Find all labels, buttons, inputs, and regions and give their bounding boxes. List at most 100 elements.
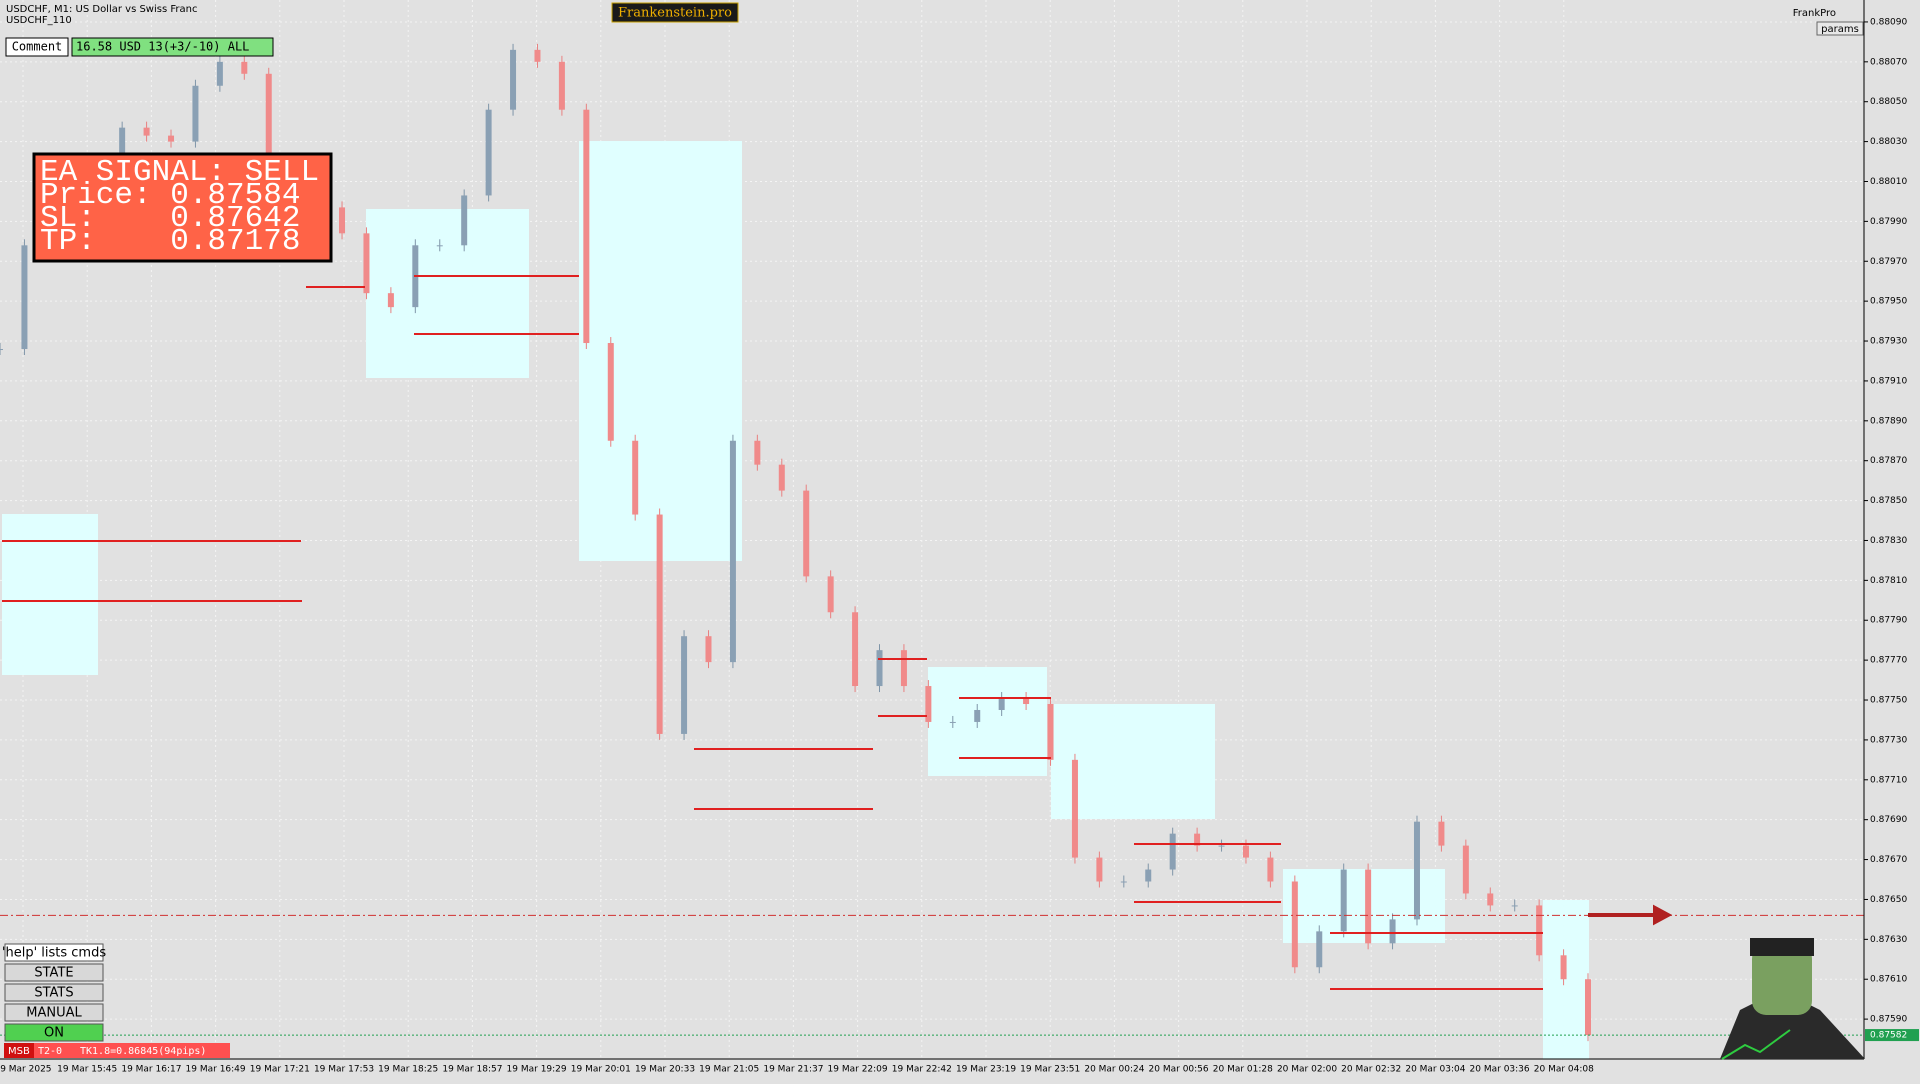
candle [876, 650, 883, 687]
candle [1316, 931, 1323, 968]
subtitle: USDCHF_110 [6, 15, 72, 26]
comment-label: Comment [12, 40, 63, 54]
avatar [1720, 938, 1865, 1060]
x-tick-label: 19 Mar 22:42 [892, 1065, 952, 1075]
avatar-face [1752, 945, 1812, 1015]
x-tick-label: 19 Mar 21:37 [763, 1065, 823, 1075]
y-tick-label: 0.87910 [1870, 376, 1907, 386]
x-tick-label: 20 Mar 01:28 [1213, 1065, 1273, 1075]
candle [1462, 845, 1469, 894]
x-tick-label: 19 Mar 19:29 [507, 1065, 567, 1075]
x-tick-label: 19 Mar 17:53 [314, 1065, 374, 1075]
candle [1071, 759, 1078, 858]
candle [1413, 821, 1420, 920]
candle [143, 127, 150, 136]
cmd-button-label[interactable]: STATE [34, 966, 73, 981]
signal-box [32, 152, 333, 263]
y-tick-label: 0.87710 [1870, 775, 1907, 785]
candle [168, 135, 175, 142]
cmd-button[interactable] [4, 963, 104, 982]
candle [705, 636, 712, 663]
x-tick-label: 20 Mar 02:00 [1277, 1065, 1337, 1075]
candle [827, 576, 834, 613]
status-msb: MSB [8, 1046, 30, 1057]
candle [1389, 919, 1396, 944]
candle [607, 343, 614, 441]
cmd-button-label[interactable]: ON [44, 1026, 64, 1041]
x-tick-label: 20 Mar 00:24 [1084, 1065, 1144, 1075]
cmd-button[interactable] [4, 1023, 104, 1042]
candle [1023, 698, 1030, 705]
cmd-button-label[interactable]: 'help' lists cmds [2, 946, 106, 961]
candle [1242, 845, 1249, 858]
x-tick-label: 20 Mar 00:56 [1149, 1065, 1209, 1075]
cmd-button-label[interactable]: MANUAL [26, 1006, 82, 1021]
signal-line: TP: 0.87178 [40, 224, 300, 259]
zone [928, 667, 1047, 776]
candle [119, 127, 126, 160]
candle [1194, 833, 1201, 846]
candle [949, 721, 956, 723]
user: FrankPro [1793, 8, 1836, 19]
candle [1218, 845, 1225, 847]
candle [681, 636, 688, 734]
candle [754, 440, 761, 465]
cmd-button[interactable] [4, 983, 104, 1002]
y-tick-label: 0.87770 [1870, 656, 1907, 666]
candle [1267, 857, 1274, 882]
candle [265, 73, 272, 184]
candle [363, 233, 370, 294]
x-tick-label: 19 Mar 2025 [0, 1065, 52, 1075]
y-tick-label: 0.87690 [1870, 815, 1907, 825]
candle [852, 612, 859, 687]
candle [510, 49, 517, 110]
signal-line: SL: 0.87642 [40, 201, 300, 236]
y-tick-label: 0.87650 [1870, 895, 1907, 905]
candle [339, 207, 346, 234]
y-tick-label: 0.87590 [1870, 1015, 1907, 1025]
cmd-button[interactable] [4, 1003, 104, 1022]
candle [974, 709, 981, 722]
candle [1438, 821, 1445, 846]
signal-line: EA SIGNAL: SELL [40, 155, 319, 190]
params[interactable]: params [1821, 24, 1859, 35]
zone [1283, 869, 1445, 943]
y-tick-label: 0.87670 [1870, 855, 1907, 865]
x-tick-label: 20 Mar 03:04 [1405, 1065, 1465, 1075]
candle [0, 349, 3, 351]
candle [925, 686, 932, 722]
candle [803, 490, 810, 577]
y-tick-label: 0.87930 [1870, 337, 1907, 347]
y-tick-label: 0.87870 [1870, 456, 1907, 466]
y-tick-label: 0.87630 [1870, 935, 1907, 945]
candle [192, 85, 199, 142]
params-btn[interactable] [1816, 21, 1864, 36]
candle [387, 293, 394, 308]
y-tick-label: 0.88030 [1870, 137, 1907, 147]
y-tick-label: 0.87850 [1870, 496, 1907, 506]
candle [241, 61, 248, 74]
x-tick-label: 20 Mar 03:36 [1470, 1065, 1530, 1075]
candle [1169, 833, 1176, 870]
cmd-button[interactable] [4, 943, 104, 962]
status-tag [4, 1043, 34, 1058]
cmd-button-label[interactable]: STATS [34, 986, 73, 1001]
candle [436, 245, 443, 247]
candle [1511, 905, 1518, 907]
x-tick-label: 19 Mar 20:33 [635, 1065, 695, 1075]
candle [216, 61, 223, 86]
brand: Frankenstein.pro [618, 6, 732, 21]
signal-line: Price: 0.87584 [40, 178, 300, 213]
candle [1291, 881, 1298, 968]
brand-box [611, 2, 739, 23]
candle [1585, 979, 1591, 1036]
x-tick-label: 19 Mar 18:57 [442, 1065, 502, 1075]
y-tick-label: 0.87790 [1870, 616, 1907, 626]
x-tick-label: 19 Mar 17:21 [250, 1065, 310, 1075]
current-price-box [1865, 1029, 1919, 1042]
zone [1543, 900, 1589, 1059]
y-tick-label: 0.87730 [1870, 735, 1907, 745]
candle [998, 698, 1005, 710]
candle [729, 440, 736, 663]
